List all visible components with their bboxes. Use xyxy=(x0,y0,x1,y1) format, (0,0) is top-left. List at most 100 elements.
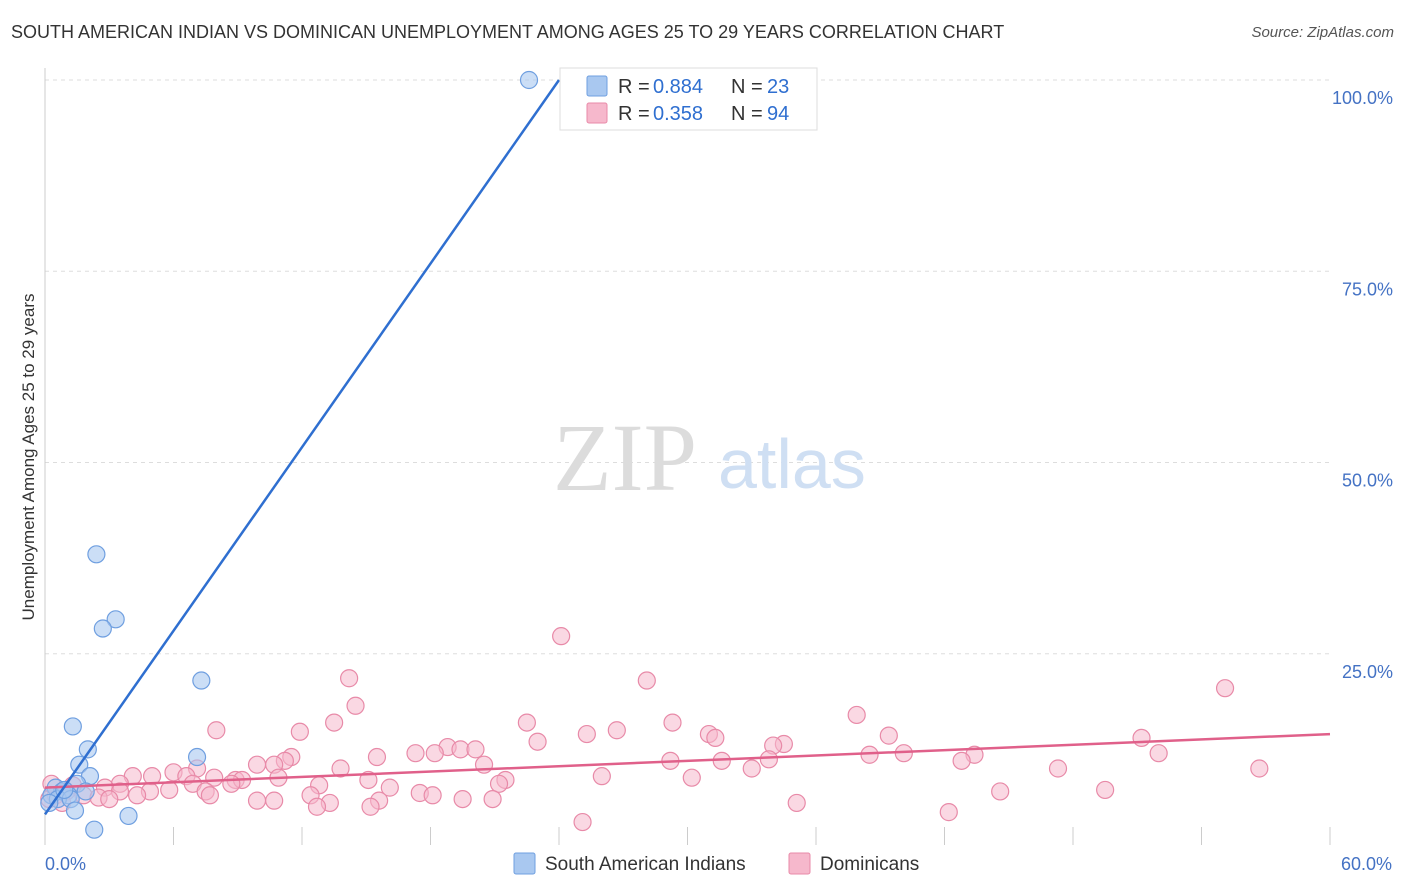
dominicans-point xyxy=(380,778,399,797)
dominicans-point xyxy=(847,705,866,725)
series-legend-label-pink: Dominicans xyxy=(820,854,919,875)
dominicans-point xyxy=(200,786,220,805)
dominicans-point xyxy=(1149,744,1168,763)
dominicans-point xyxy=(100,789,119,809)
south-american-indians-point xyxy=(119,806,138,826)
dominicans-point xyxy=(1215,679,1235,698)
dominicans-point xyxy=(759,750,778,769)
dominicans-point xyxy=(637,671,656,690)
dominicans-point xyxy=(573,812,592,832)
dominicans-point xyxy=(592,767,611,786)
dominicans-point xyxy=(952,751,971,770)
legend-n-value-blue: 23 xyxy=(767,76,789,98)
dominicans-point xyxy=(423,786,442,805)
dominicans-point xyxy=(127,786,147,805)
dominicans-point xyxy=(1096,780,1115,800)
dominicans-point xyxy=(331,759,350,778)
south-american-indians-point xyxy=(187,747,207,767)
dominicans-point xyxy=(787,793,806,813)
legend-swatch-blue xyxy=(586,75,608,97)
dominicans-point xyxy=(290,722,309,741)
watermark: ZIP atlas xyxy=(553,404,866,511)
dominicans-point xyxy=(247,791,267,810)
dominicans-point xyxy=(1132,728,1151,748)
x-tick-label-0: 0.0% xyxy=(45,854,86,874)
legend-r-value-pink: 0.358 xyxy=(653,103,703,125)
dominicans-point xyxy=(160,780,179,800)
south-american-indians-point xyxy=(519,70,539,90)
dominicans-trend-line xyxy=(44,732,1331,789)
south-american-indians-point xyxy=(93,619,112,638)
gridlines xyxy=(45,79,1330,655)
dominicans-point xyxy=(425,744,444,763)
legend-n-label-pink: N = xyxy=(731,103,763,125)
dominicans-point xyxy=(466,740,485,759)
series-legend: South American Indians Dominicans xyxy=(513,852,919,875)
dominicans-point xyxy=(367,747,387,767)
legend-n-value-pink: 94 xyxy=(767,103,789,125)
south-american-indians-trend-line xyxy=(43,79,561,816)
series-legend-swatch-pink xyxy=(788,852,811,875)
source-label: Source: ZipAtlas.com xyxy=(1251,24,1394,41)
series-legend-swatch-blue xyxy=(513,852,536,875)
legend-n-label-blue: N = xyxy=(731,76,763,98)
dominicans-point xyxy=(1048,759,1068,778)
dominicans-point xyxy=(489,774,509,793)
dominicans-point xyxy=(528,732,547,751)
x-tick-labels: 0.0% 60.0% xyxy=(45,854,1392,874)
dominicans-point xyxy=(663,713,682,732)
south-american-indians-point xyxy=(192,671,211,690)
dominicans-point xyxy=(577,724,596,744)
dominicans-point xyxy=(682,768,701,787)
south-american-indians-point xyxy=(85,820,104,839)
south-american-indians-point xyxy=(40,793,59,813)
chart-title: SOUTH AMERICAN INDIAN VS DOMINICAN UNEMP… xyxy=(11,22,1005,42)
dominicans-points xyxy=(40,627,1269,832)
dominicans-point xyxy=(247,755,267,774)
dominicans-point xyxy=(552,627,571,646)
series-legend-label-blue: South American Indians xyxy=(545,854,746,875)
dominicans-point xyxy=(991,782,1010,801)
legend-r-label-blue: R = xyxy=(618,76,650,98)
dominicans-point xyxy=(742,759,761,778)
south-american-indians-point xyxy=(65,801,85,820)
dominicans-point xyxy=(607,721,626,740)
dominicans-point xyxy=(483,789,502,809)
y-tick-label-3: 100.0% xyxy=(1332,88,1393,108)
dominicans-point xyxy=(359,770,378,790)
y-tick-label-1: 50.0% xyxy=(1342,471,1393,491)
dominicans-point xyxy=(361,797,380,816)
legend-swatch-pink xyxy=(586,102,608,124)
dominicans-point xyxy=(406,744,425,763)
legend-r-label-pink: R = xyxy=(618,103,650,125)
south-american-indians-point xyxy=(63,717,82,736)
watermark-atlas: atlas xyxy=(718,425,866,503)
stats-legend: R = 0.884 N = 23 R = 0.358 N = 94 xyxy=(559,67,818,131)
y-tick-label-0: 25.0% xyxy=(1342,662,1393,682)
south-american-indians-point xyxy=(87,545,106,564)
south-american-indians-point xyxy=(106,610,125,629)
y-tick-label-2: 75.0% xyxy=(1342,279,1393,299)
dominicans-point xyxy=(222,774,241,793)
trend-lines xyxy=(43,79,1331,816)
axes xyxy=(44,68,1331,845)
y-tick-labels: 25.0% 50.0% 75.0% 100.0% xyxy=(1332,88,1393,682)
x-tick-label-1: 60.0% xyxy=(1341,854,1392,874)
dominicans-point xyxy=(453,789,472,809)
dominicans-point xyxy=(207,721,226,740)
y-axis-title: Unemployment Among Ages 25 to 29 years xyxy=(19,294,38,621)
dominicans-point xyxy=(307,797,327,816)
dominicans-point xyxy=(517,713,536,732)
dominicans-point xyxy=(340,669,359,688)
dominicans-point xyxy=(346,696,365,715)
south-american-indians-points xyxy=(40,70,539,839)
dominicans-point xyxy=(706,728,725,748)
dominicans-point xyxy=(325,713,344,732)
legend-r-value-blue: 0.884 xyxy=(653,76,703,98)
dominicans-point xyxy=(265,791,284,810)
dominicans-point xyxy=(879,726,898,745)
watermark-zip: ZIP xyxy=(553,404,697,511)
dominicans-point xyxy=(1250,759,1269,778)
dominicans-point xyxy=(939,803,958,822)
